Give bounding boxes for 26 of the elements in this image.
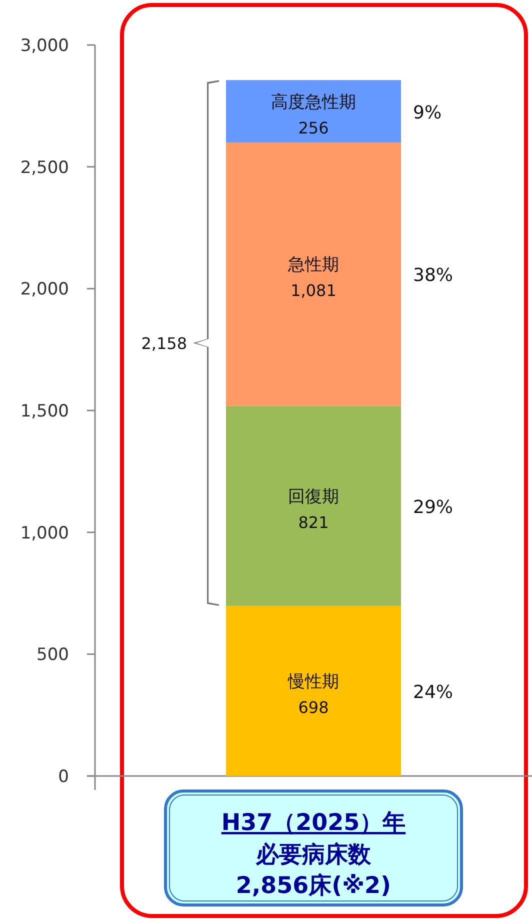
annotation: 29% xyxy=(413,496,454,518)
y-tick-label: 500 xyxy=(36,645,69,666)
bar xyxy=(226,80,401,142)
data-label: 698 xyxy=(298,698,329,717)
annotation: 9% xyxy=(413,102,442,124)
annotation: 2,158 xyxy=(141,334,187,354)
y-tick-label: 1,000 xyxy=(20,523,69,544)
bar xyxy=(226,606,401,776)
y-tick-label: 2,500 xyxy=(20,158,69,178)
series-label: 回復期 xyxy=(288,486,339,507)
data-label: 256 xyxy=(298,118,329,138)
y-tick-label: 1,500 xyxy=(20,402,69,422)
bar xyxy=(226,142,401,406)
y-tick-label: 3,000 xyxy=(20,36,69,56)
annotation: 38% xyxy=(413,265,454,286)
series-label: 急性期 xyxy=(287,255,339,276)
data-label: 821 xyxy=(298,512,329,532)
annotation: 24% xyxy=(413,682,454,703)
series-label: 慢性期 xyxy=(287,672,339,692)
series-label: 高度急性期 xyxy=(271,92,356,112)
y-tick-label: 0 xyxy=(58,767,69,787)
bar xyxy=(226,406,401,606)
x-tick-label: H37（2025）年 xyxy=(221,810,406,836)
y-tick-label: 2,000 xyxy=(20,280,69,300)
x-axis-title: 必要病床数2,856床(※2) xyxy=(236,841,392,899)
data-label: 1,081 xyxy=(290,281,336,300)
